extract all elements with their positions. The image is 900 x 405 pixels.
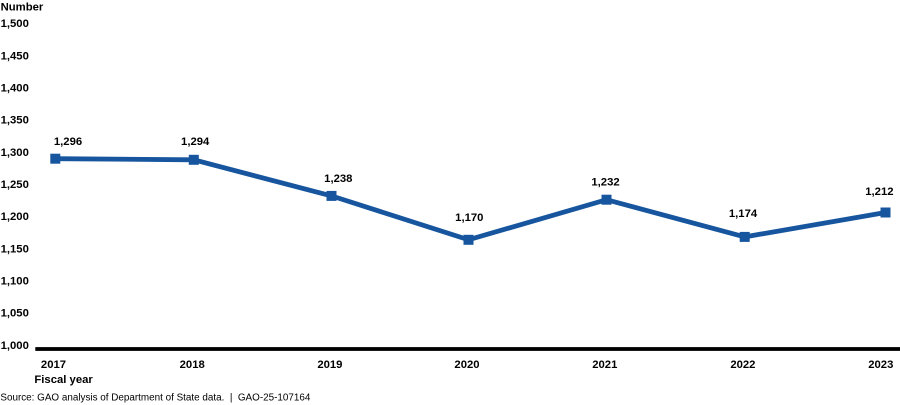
svg-text:1,000: 1,000 <box>1 340 29 352</box>
svg-text:1,294: 1,294 <box>181 136 210 148</box>
svg-text:1,250: 1,250 <box>1 179 29 191</box>
svg-text:2019: 2019 <box>317 359 342 371</box>
svg-text:1,238: 1,238 <box>324 173 352 185</box>
svg-text:2018: 2018 <box>180 359 205 371</box>
svg-text:2022: 2022 <box>730 359 755 371</box>
svg-text:2023: 2023 <box>868 359 893 371</box>
svg-text:1,232: 1,232 <box>591 176 619 188</box>
svg-text:1,500: 1,500 <box>1 18 29 30</box>
svg-text:2017: 2017 <box>41 359 66 371</box>
svg-text:1,212: 1,212 <box>865 186 893 198</box>
svg-text:Source: GAO analysis of Depart: Source: GAO analysis of Department of St… <box>0 393 310 404</box>
svg-text:1,050: 1,050 <box>1 308 29 320</box>
svg-text:1,100: 1,100 <box>1 276 29 288</box>
svg-text:Fiscal year: Fiscal year <box>34 374 93 386</box>
svg-text:1,350: 1,350 <box>1 115 29 127</box>
svg-text:1,400: 1,400 <box>1 83 29 95</box>
svg-text:Number: Number <box>1 1 44 13</box>
svg-text:1,150: 1,150 <box>1 243 29 255</box>
svg-text:1,200: 1,200 <box>1 211 29 223</box>
svg-text:1,170: 1,170 <box>455 212 483 224</box>
svg-text:1,450: 1,450 <box>1 50 29 62</box>
svg-text:1,296: 1,296 <box>54 136 82 148</box>
svg-text:1,174: 1,174 <box>729 208 758 220</box>
svg-text:1,300: 1,300 <box>1 147 29 159</box>
svg-text:2020: 2020 <box>454 359 479 371</box>
svg-text:2021: 2021 <box>592 359 617 371</box>
